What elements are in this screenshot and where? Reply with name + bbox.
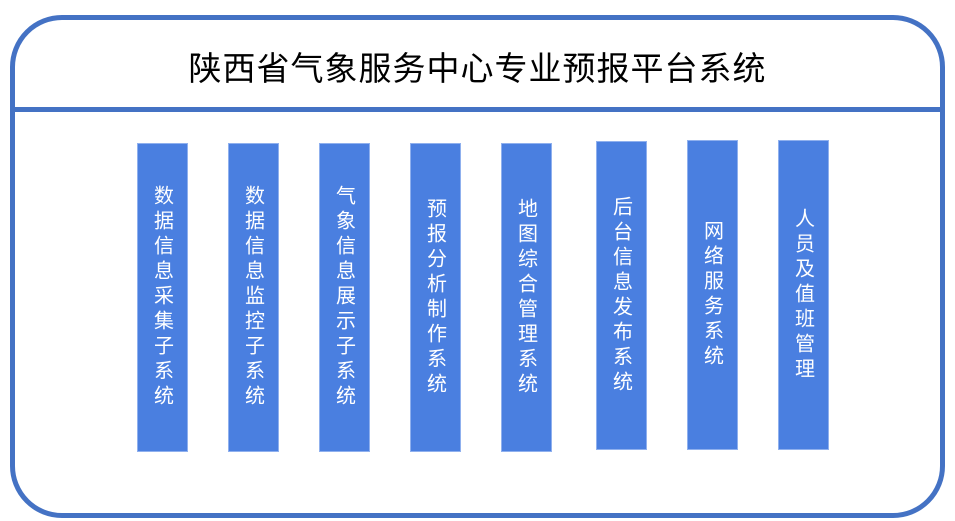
module-map-management: 地图综合管理系统 xyxy=(501,143,552,452)
platform-title: 陕西省气象服务中心专业预报平台系统 xyxy=(188,49,767,88)
module-label: 后台信息发布系统 xyxy=(609,195,634,396)
module-label: 地图综合管理系统 xyxy=(514,197,539,398)
module-label: 气象信息展示子系统 xyxy=(332,185,357,410)
module-backend-publishing: 后台信息发布系统 xyxy=(596,141,647,450)
module-weather-display: 气象信息展示子系统 xyxy=(319,143,370,452)
module-label: 预报分析制作系统 xyxy=(423,197,448,398)
module-data-monitoring: 数据信息监控子系统 xyxy=(228,143,279,452)
module-label: 人员及值班管理 xyxy=(791,207,816,383)
module-label: 数据信息采集子系统 xyxy=(150,185,175,410)
title-divider xyxy=(15,107,940,112)
module-data-collection: 数据信息采集子系统 xyxy=(137,143,188,452)
platform-frame: 陕西省气象服务中心专业预报平台系统 xyxy=(10,15,945,518)
module-label: 数据信息监控子系统 xyxy=(241,185,266,410)
module-network-service: 网络服务系统 xyxy=(687,140,738,450)
module-forecast-analysis: 预报分析制作系统 xyxy=(410,143,461,452)
module-staff-duty: 人员及值班管理 xyxy=(778,140,829,450)
module-label: 网络服务系统 xyxy=(700,220,725,370)
